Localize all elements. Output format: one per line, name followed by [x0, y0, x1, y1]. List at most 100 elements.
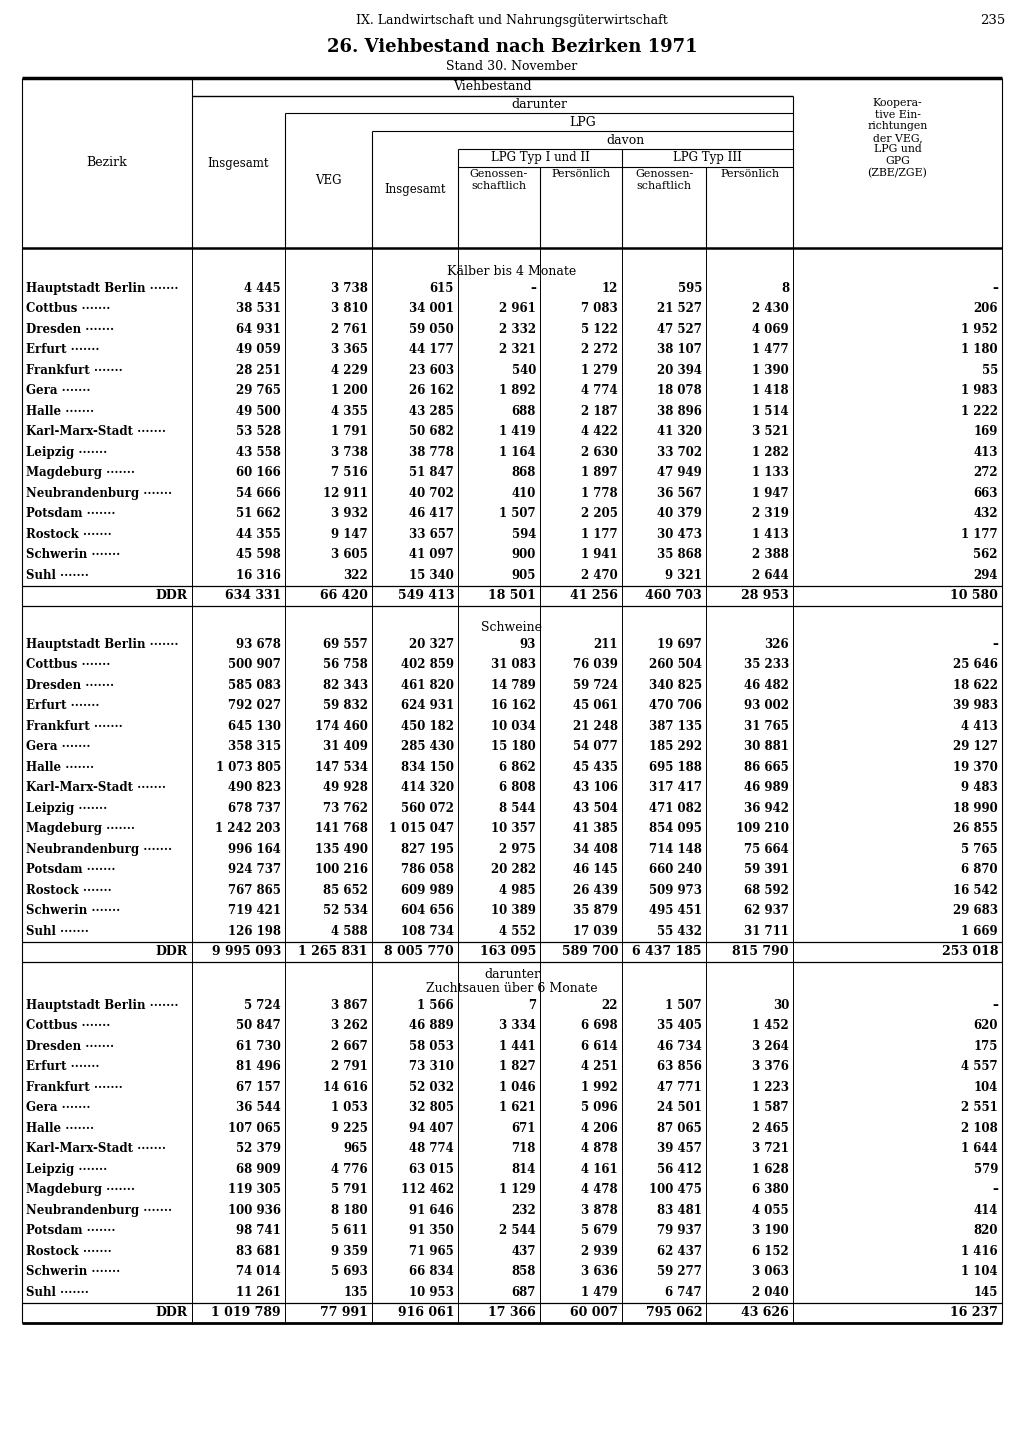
Text: 23 603: 23 603: [409, 363, 454, 376]
Text: 414: 414: [974, 1204, 998, 1217]
Text: 39 983: 39 983: [953, 699, 998, 712]
Text: 211: 211: [594, 638, 618, 651]
Text: DDR: DDR: [156, 945, 188, 958]
Text: 41 256: 41 256: [570, 589, 618, 602]
Text: 402 859: 402 859: [401, 658, 454, 671]
Text: 47 949: 47 949: [657, 466, 702, 479]
Text: 31 765: 31 765: [744, 719, 790, 732]
Text: 174 460: 174 460: [315, 719, 368, 732]
Text: 51 662: 51 662: [237, 508, 281, 521]
Text: 450 182: 450 182: [401, 719, 454, 732]
Text: 46 989: 46 989: [744, 781, 790, 794]
Text: 24 501: 24 501: [657, 1101, 702, 1114]
Text: 6 614: 6 614: [582, 1040, 618, 1052]
Text: IX. Landwirtschaft und Nahrungsgüterwirtschaft: IX. Landwirtschaft und Nahrungsgüterwirt…: [356, 14, 668, 27]
Text: 996 164: 996 164: [228, 842, 281, 855]
Text: 30 881: 30 881: [744, 741, 790, 754]
Text: 9 359: 9 359: [331, 1244, 368, 1258]
Text: Schwerin ·······: Schwerin ·······: [26, 548, 120, 561]
Text: 1 479: 1 479: [582, 1286, 618, 1298]
Text: 1 177: 1 177: [962, 528, 998, 541]
Text: 660 240: 660 240: [649, 864, 702, 877]
Text: 4 557: 4 557: [962, 1060, 998, 1074]
Text: 18 622: 18 622: [953, 679, 998, 692]
Text: 1 669: 1 669: [962, 925, 998, 938]
Text: 815 790: 815 790: [732, 945, 790, 958]
Text: 3 063: 3 063: [752, 1266, 790, 1278]
Text: 792 027: 792 027: [228, 699, 281, 712]
Text: Suhl ·······: Suhl ·······: [26, 569, 89, 582]
Text: 20 282: 20 282: [490, 864, 536, 877]
Text: Rostock ·······: Rostock ·······: [26, 884, 112, 897]
Text: 55 432: 55 432: [657, 925, 702, 938]
Text: 47 771: 47 771: [657, 1081, 702, 1094]
Text: 3 190: 3 190: [753, 1224, 790, 1237]
Text: 1 827: 1 827: [500, 1060, 536, 1074]
Text: 16 162: 16 162: [492, 699, 536, 712]
Text: 3 376: 3 376: [752, 1060, 790, 1074]
Text: 29 683: 29 683: [953, 904, 998, 917]
Text: 75 664: 75 664: [744, 842, 790, 855]
Text: 45 598: 45 598: [237, 548, 281, 561]
Text: 46 734: 46 734: [657, 1040, 702, 1052]
Text: 317 417: 317 417: [649, 781, 702, 794]
Text: 1 897: 1 897: [582, 466, 618, 479]
Text: 100 475: 100 475: [649, 1183, 702, 1197]
Text: 79 937: 79 937: [657, 1224, 702, 1237]
Text: 634 331: 634 331: [224, 589, 281, 602]
Text: 107 065: 107 065: [228, 1121, 281, 1135]
Text: 5 693: 5 693: [331, 1266, 368, 1278]
Text: 77 991: 77 991: [321, 1306, 368, 1320]
Text: 26. Viehbestand nach Bezirken 1971: 26. Viehbestand nach Bezirken 1971: [327, 39, 697, 56]
Text: 5 791: 5 791: [332, 1183, 368, 1197]
Text: 10 357: 10 357: [492, 822, 536, 835]
Text: 6 747: 6 747: [666, 1286, 702, 1298]
Text: 41 320: 41 320: [657, 425, 702, 438]
Text: Magdeburg ·······: Magdeburg ·······: [26, 822, 135, 835]
Text: Zuchtsauen über 6 Monate: Zuchtsauen über 6 Monate: [426, 982, 598, 995]
Text: 827 195: 827 195: [401, 842, 454, 855]
Text: 6 698: 6 698: [582, 1020, 618, 1032]
Text: 10 953: 10 953: [410, 1286, 454, 1298]
Text: 3 521: 3 521: [752, 425, 790, 438]
Text: 76 039: 76 039: [573, 658, 618, 671]
Text: 35 879: 35 879: [573, 904, 618, 917]
Text: 93 678: 93 678: [237, 638, 281, 651]
Text: 86 665: 86 665: [744, 761, 790, 774]
Text: 126 198: 126 198: [228, 925, 281, 938]
Text: 68 592: 68 592: [744, 884, 790, 897]
Text: 1 791: 1 791: [332, 425, 368, 438]
Text: 1 223: 1 223: [752, 1081, 790, 1094]
Text: 671: 671: [512, 1121, 536, 1135]
Text: 17 366: 17 366: [488, 1306, 536, 1320]
Text: 9 147: 9 147: [332, 528, 368, 541]
Text: 2 040: 2 040: [753, 1286, 790, 1298]
Text: 232: 232: [511, 1204, 536, 1217]
Text: 2 465: 2 465: [753, 1121, 790, 1135]
Text: –: –: [992, 998, 998, 1012]
Text: 4 055: 4 055: [753, 1204, 790, 1217]
Text: 16 237: 16 237: [950, 1306, 998, 1320]
Text: Neubrandenburg ·······: Neubrandenburg ·······: [26, 1204, 172, 1217]
Text: 9 483: 9 483: [962, 781, 998, 794]
Text: 5 611: 5 611: [332, 1224, 368, 1237]
Text: 6 808: 6 808: [500, 781, 536, 794]
Text: 35 868: 35 868: [657, 548, 702, 561]
Text: 32 805: 32 805: [409, 1101, 454, 1114]
Text: 3 810: 3 810: [331, 302, 368, 315]
Text: 1 073 805: 1 073 805: [216, 761, 281, 774]
Text: 41 385: 41 385: [573, 822, 618, 835]
Text: 2 187: 2 187: [582, 405, 618, 418]
Text: 5 679: 5 679: [582, 1224, 618, 1237]
Text: 87 065: 87 065: [657, 1121, 702, 1135]
Text: 91 646: 91 646: [410, 1204, 454, 1217]
Text: darunter: darunter: [484, 968, 540, 981]
Text: 16 316: 16 316: [237, 569, 281, 582]
Text: 43 285: 43 285: [409, 405, 454, 418]
Text: Persönlich: Persönlich: [720, 169, 779, 179]
Text: Genossen-
schaftlich: Genossen- schaftlich: [635, 169, 693, 190]
Text: 20 327: 20 327: [409, 638, 454, 651]
Text: 562: 562: [974, 548, 998, 561]
Text: 1 514: 1 514: [753, 405, 790, 418]
Text: 30: 30: [773, 998, 790, 1012]
